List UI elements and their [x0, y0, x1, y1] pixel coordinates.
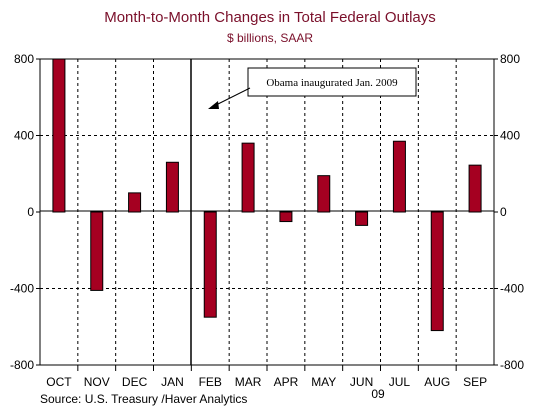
x-tick-label: MAY	[311, 375, 336, 389]
bar-dec	[128, 192, 142, 213]
chart-title: Month-to-Month Changes in Total Federal …	[104, 9, 436, 26]
x-tick-label: DEC	[122, 375, 148, 389]
bar-sep	[468, 164, 482, 213]
y-tick-label-right: -800	[500, 358, 524, 372]
annotation-text: Obama inaugurated Jan. 2009	[266, 77, 398, 89]
y-tick-label-left: 800	[14, 52, 34, 66]
y-tick-label-right: 0	[500, 205, 507, 219]
bar-jun	[355, 211, 369, 226]
annotation-arrow-line	[213, 87, 251, 107]
bar-jan	[165, 161, 179, 213]
grid-lines	[36, 58, 498, 371]
x-tick-labels: OCT NOV DEC JAN FEB MAR APR MAY JUN JUL AUG SEP	[46, 375, 487, 389]
bar-apr	[279, 211, 293, 223]
bar-nov	[90, 211, 104, 291]
y-tick-label-right: 800	[500, 52, 520, 66]
x-tick-label: JUN	[350, 375, 373, 389]
bar-jul	[392, 140, 406, 213]
y-tick-label-right: -400	[500, 282, 524, 296]
annotation-box	[247, 67, 417, 97]
x-tick-label: SEP	[463, 375, 487, 389]
y-tick-labels: 800 800 400 400 0 0 -400 -400 -800 -800	[10, 52, 524, 372]
year-label: 09	[371, 387, 385, 401]
x-tick-label: NOV	[84, 375, 110, 389]
y-tick-label-left: -400	[10, 282, 34, 296]
bar-mar	[241, 142, 255, 213]
x-tick-label: APR	[274, 375, 299, 389]
y-tick-label-left: 400	[14, 129, 34, 143]
y-tick-label-left: -800	[10, 358, 34, 372]
bar-may	[317, 175, 331, 213]
x-tick-label: OCT	[46, 375, 72, 389]
chart-subtitle: $ billions, SAAR	[227, 31, 313, 45]
y-tick-label-right: 400	[500, 129, 520, 143]
x-tick-label: JUL	[389, 375, 411, 389]
bar-series	[52, 58, 482, 332]
bar-feb	[203, 211, 217, 318]
plot-frame	[39, 58, 495, 366]
x-tick-label: FEB	[199, 375, 222, 389]
bar-oct	[52, 58, 66, 213]
source-note: Source: U.S. Treasury /Haver Analytics	[40, 392, 247, 406]
x-tick-label: MAR	[235, 375, 262, 389]
x-tick-label: AUG	[424, 375, 450, 389]
y-tick-label-left: 0	[27, 205, 34, 219]
annotation-arrow-head	[208, 101, 219, 109]
annotation-callout: Obama inaugurated Jan. 2009	[208, 67, 417, 109]
x-tick-label: JAN	[161, 375, 184, 389]
bar-aug	[430, 211, 444, 332]
